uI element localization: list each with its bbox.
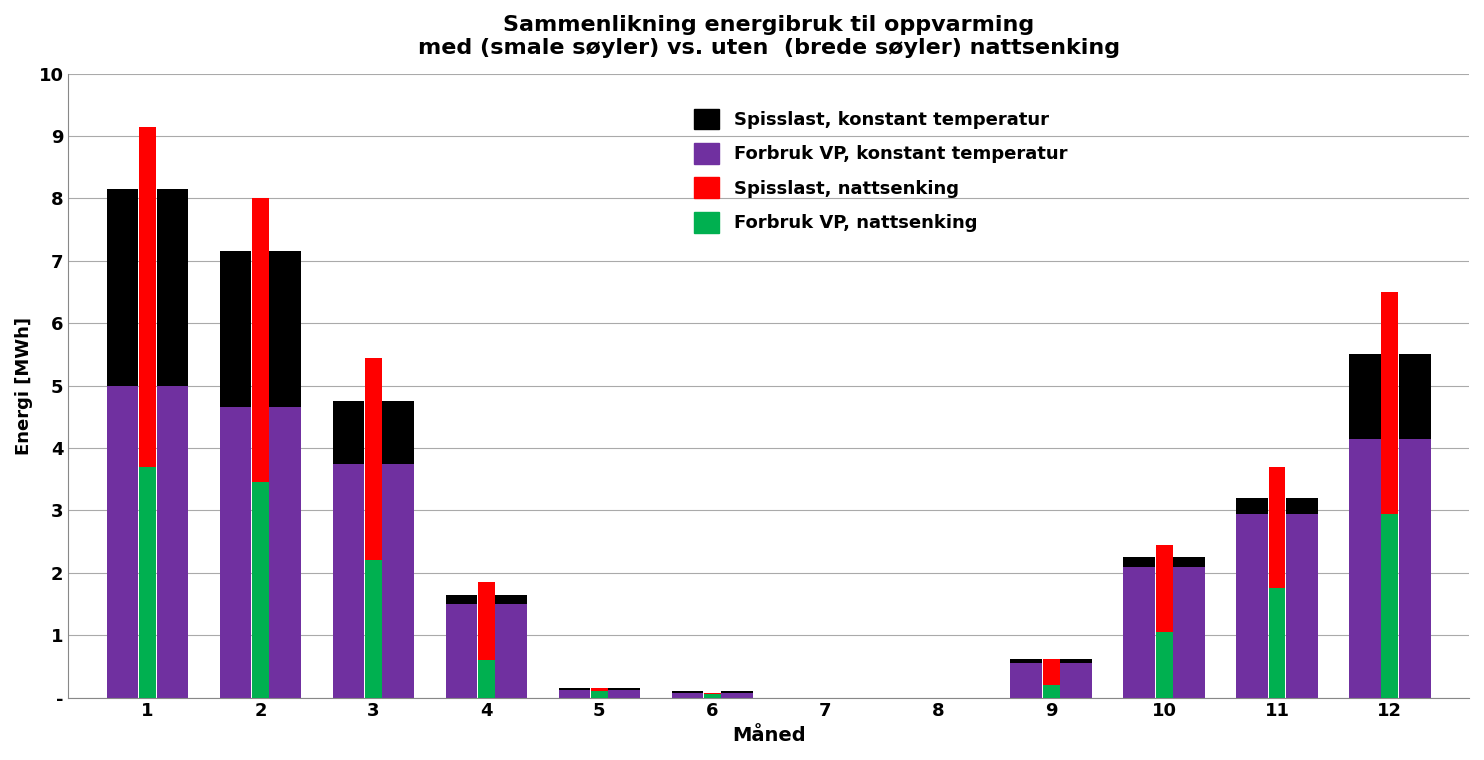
- Bar: [478, 582, 494, 660]
- Bar: [252, 198, 269, 483]
- Legend: Spisslast, konstant temperatur, Forbruk VP, konstant temperatur, Spisslast, natt: Spisslast, konstant temperatur, Forbruk …: [687, 101, 1074, 240]
- Bar: [107, 189, 138, 385]
- Bar: [672, 693, 703, 698]
- Bar: [1349, 439, 1382, 698]
- Bar: [1123, 566, 1155, 698]
- Bar: [220, 407, 251, 698]
- Bar: [1043, 659, 1060, 685]
- Bar: [1399, 354, 1431, 439]
- Bar: [1060, 659, 1092, 663]
- Bar: [107, 385, 138, 698]
- Bar: [608, 690, 640, 698]
- Bar: [1123, 557, 1155, 566]
- Bar: [1172, 566, 1205, 698]
- Bar: [1269, 588, 1285, 698]
- Bar: [139, 127, 156, 467]
- Bar: [721, 693, 752, 698]
- Bar: [558, 689, 591, 690]
- Bar: [1382, 292, 1398, 514]
- Bar: [365, 560, 381, 698]
- Bar: [445, 594, 478, 604]
- Bar: [156, 385, 188, 698]
- Bar: [1382, 514, 1398, 698]
- Bar: [1349, 354, 1382, 439]
- Bar: [383, 464, 414, 698]
- Bar: [1011, 659, 1042, 663]
- Bar: [220, 252, 251, 407]
- Bar: [558, 690, 591, 698]
- Bar: [591, 692, 608, 698]
- Bar: [1043, 685, 1060, 698]
- Bar: [270, 252, 301, 407]
- Bar: [1287, 498, 1318, 514]
- Bar: [383, 401, 414, 464]
- Title: Sammenlikning energibruk til oppvarming
med (smale søyler) vs. uten  (brede søyl: Sammenlikning energibruk til oppvarming …: [417, 15, 1120, 59]
- Bar: [1011, 663, 1042, 698]
- Bar: [1060, 663, 1092, 698]
- Bar: [445, 604, 478, 698]
- Bar: [1287, 514, 1318, 698]
- Bar: [1236, 514, 1267, 698]
- Bar: [270, 407, 301, 698]
- X-axis label: Måned: Måned: [732, 726, 806, 745]
- Bar: [1399, 439, 1431, 698]
- Bar: [608, 689, 640, 690]
- Bar: [365, 357, 381, 560]
- Y-axis label: Energi [MWh]: Energi [MWh]: [15, 317, 33, 454]
- Bar: [672, 692, 703, 693]
- Bar: [478, 660, 494, 698]
- Bar: [703, 693, 721, 695]
- Bar: [1236, 498, 1267, 514]
- Bar: [1172, 557, 1205, 566]
- Bar: [721, 692, 752, 693]
- Bar: [139, 467, 156, 698]
- Bar: [496, 594, 527, 604]
- Bar: [1269, 467, 1285, 588]
- Bar: [1156, 545, 1172, 632]
- Bar: [252, 483, 269, 698]
- Bar: [1156, 632, 1172, 698]
- Bar: [332, 401, 365, 464]
- Bar: [332, 464, 365, 698]
- Bar: [496, 604, 527, 698]
- Bar: [591, 689, 608, 692]
- Bar: [156, 189, 188, 385]
- Bar: [703, 695, 721, 698]
